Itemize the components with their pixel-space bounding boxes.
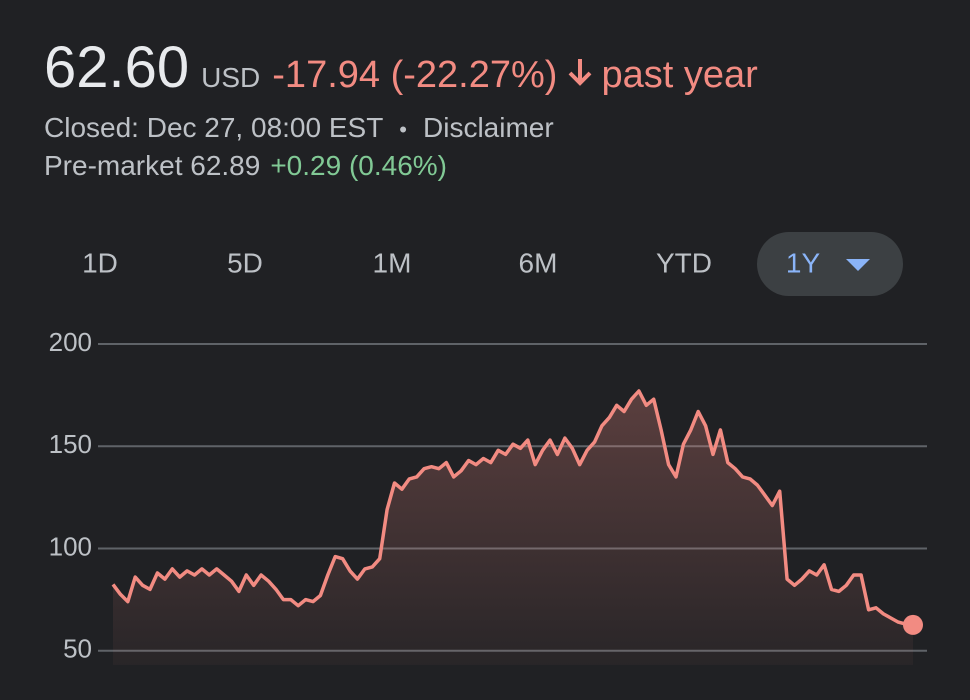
price-row: 62.60 USD -17.94 (-22.27%) past year bbox=[44, 34, 758, 101]
premarket-change: +0.29 (0.46%) bbox=[270, 150, 447, 181]
tab[interactable]: 6M bbox=[519, 247, 558, 278]
last-point bbox=[903, 614, 923, 635]
down-arrow bbox=[569, 59, 592, 86]
tab[interactable]: YTD bbox=[656, 247, 712, 278]
disclaimer[interactable]: Disclaimer bbox=[423, 112, 554, 143]
y-tick-label: 200 bbox=[49, 327, 92, 357]
tab[interactable]: 1D bbox=[82, 247, 118, 278]
price-line bbox=[111, 389, 914, 627]
change: -17.94 (-22.27%) bbox=[272, 54, 558, 96]
currency: USD bbox=[201, 62, 261, 93]
premarket-row: Pre-market 62.89 +0.29 (0.46%) bbox=[44, 150, 447, 182]
dropdown-arrow bbox=[846, 259, 870, 271]
area bbox=[113, 391, 913, 665]
y-tick-label: 50 bbox=[63, 634, 92, 664]
tab[interactable]: 5D bbox=[227, 247, 263, 278]
y-tick-label: 100 bbox=[49, 531, 92, 561]
closed-row: Closed: Dec 27, 08:00 EST • Disclaimer bbox=[44, 112, 554, 144]
tab[interactable]: 1Y bbox=[786, 247, 821, 278]
period: past year bbox=[601, 54, 758, 96]
y-tick-label: 150 bbox=[49, 429, 92, 459]
price: 62.60 bbox=[44, 35, 190, 100]
tab-pill[interactable] bbox=[757, 232, 903, 296]
premarket: Pre-market 62.89 bbox=[44, 150, 261, 181]
closed-time: Closed: Dec 27, 08:00 EST bbox=[44, 112, 384, 143]
tab[interactable]: 1M bbox=[373, 247, 412, 278]
separator: • bbox=[399, 117, 407, 142]
